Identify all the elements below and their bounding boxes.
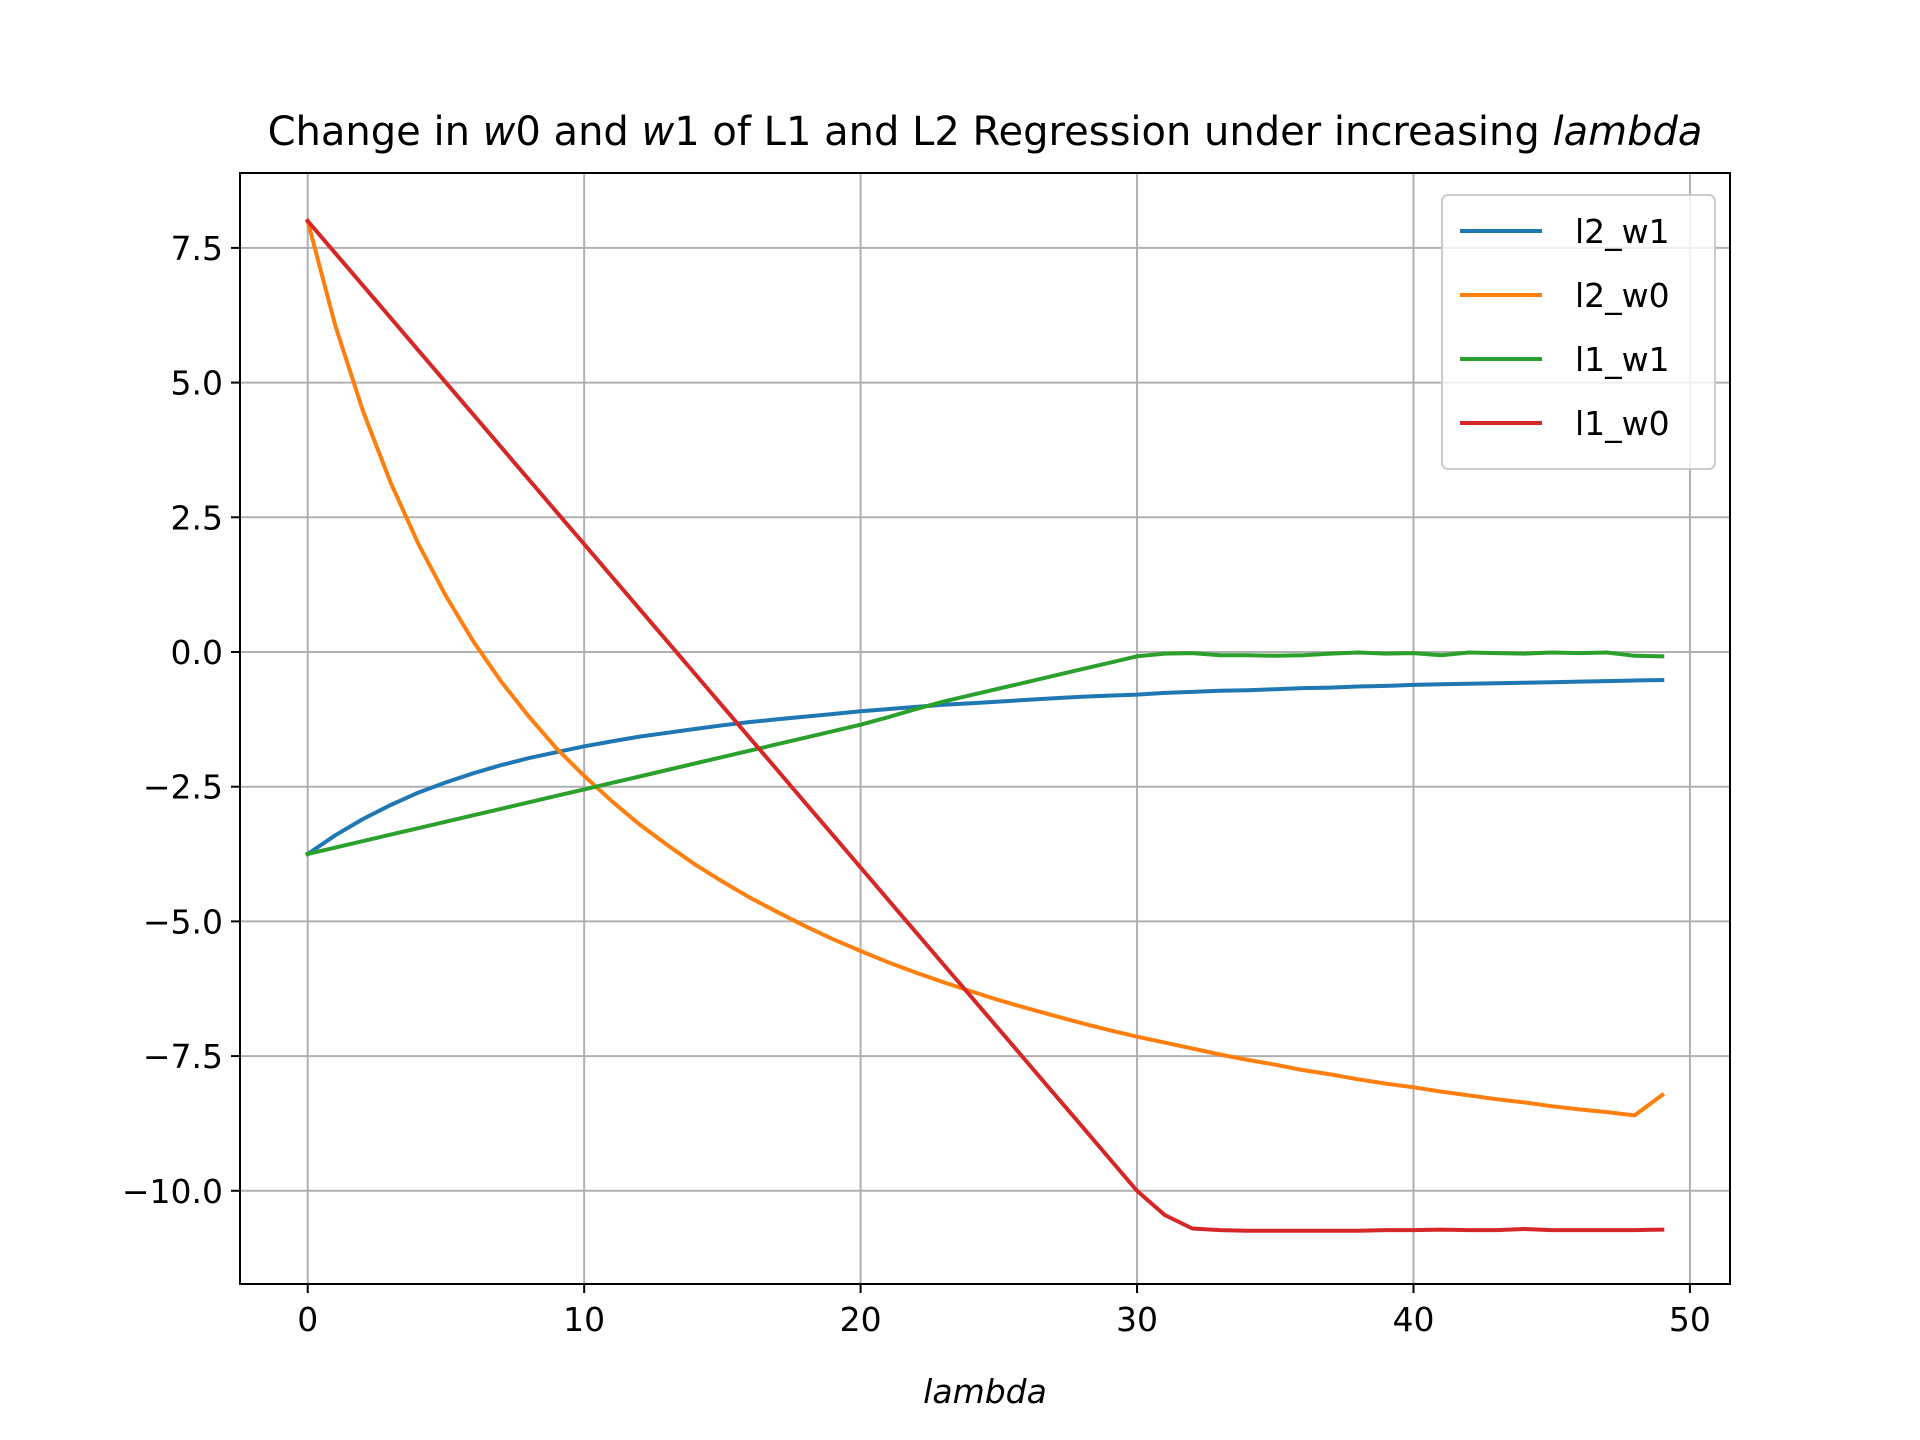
plot-frame (239, 172, 1731, 1285)
series-line-l2_w0 (305, 218, 1666, 1118)
x-tick-label: 0 (297, 1300, 318, 1339)
legend-box (1441, 194, 1716, 470)
chart-title: Change in w0 and w1 of L1 and L2 Regress… (268, 109, 1703, 155)
chart-title-part: Change in (268, 109, 483, 155)
x-tick-label: 10 (563, 1300, 605, 1339)
y-tick-label: −2.5 (143, 768, 223, 807)
y-axis: 7.5 5.0 2.5 0.0 −2.5 −5.0 −7.5 −10.0 (122, 229, 240, 1211)
y-tick-label: −10.0 (122, 1172, 223, 1211)
y-tick-label: 5.0 (171, 364, 223, 403)
chart-title-part: w (642, 109, 675, 155)
series-line-l1_w1 (305, 650, 1665, 857)
legend-label: l1_w1 (1575, 340, 1670, 379)
legend: l2_w1 l2_w0 l1_w1 l1_w0 (1441, 194, 1716, 470)
y-tick-label: 0.0 (171, 633, 223, 672)
x-tick-label: 30 (1116, 1300, 1158, 1339)
chart-title-part: 0 and (515, 109, 641, 155)
legend-label: l2_w0 (1575, 276, 1670, 315)
x-tick-label: 50 (1669, 1300, 1711, 1339)
chart-title-part: w (483, 109, 516, 155)
y-tick-label: 2.5 (171, 498, 223, 537)
x-tick-label: 40 (1392, 1300, 1434, 1339)
chart-title-part: lambda (1552, 109, 1702, 155)
legend-label: l1_w0 (1575, 404, 1670, 443)
y-tick-label: −5.0 (143, 902, 223, 941)
chart-title-part: 1 of L1 and L2 Regression under increasi… (674, 109, 1552, 155)
y-tick-label: 7.5 (171, 229, 223, 268)
legend-label: l2_w1 (1575, 212, 1670, 251)
x-axis: 0 10 20 30 40 50 (297, 1284, 1711, 1339)
series-line-l2_w1 (304, 677, 1665, 857)
series-line-l1_w0 (304, 218, 1665, 1233)
series-lines (304, 218, 1666, 1233)
y-tick-label: −7.5 (143, 1037, 223, 1076)
x-tick-label: 20 (840, 1300, 882, 1339)
x-axis-label: lambda (923, 1372, 1047, 1411)
